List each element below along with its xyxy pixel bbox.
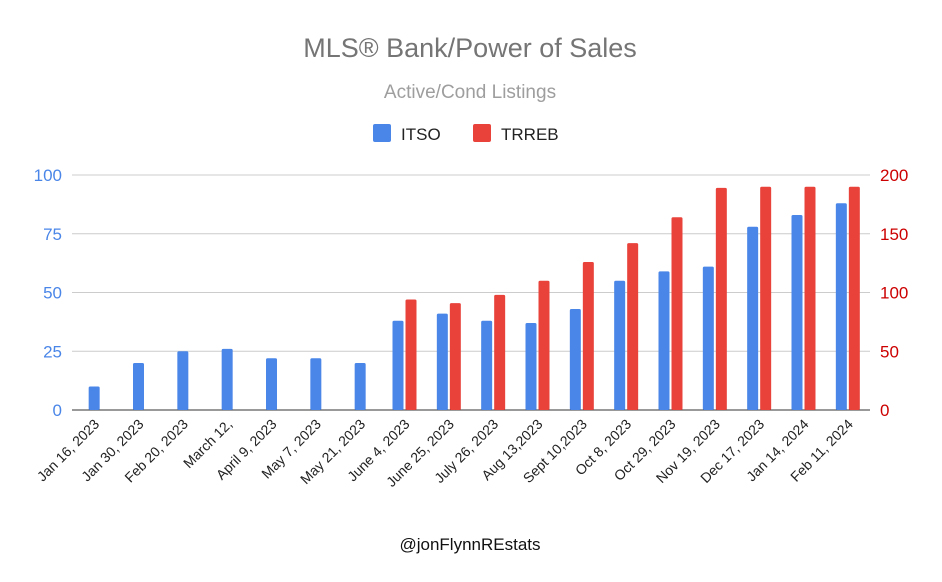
bar-itso: [658, 271, 670, 410]
left-axis-ticks: 0 25 50 75 100: [34, 166, 62, 420]
bar-trreb: [405, 299, 417, 410]
bar-itso: [177, 351, 189, 410]
chart-subtitle: Active/Cond Listings: [384, 82, 556, 103]
legend-label-trreb: TRREB: [501, 125, 559, 144]
legend-label-itso: ITSO: [401, 125, 441, 144]
bar-trreb: [671, 217, 683, 410]
bar-trreb: [848, 186, 860, 410]
bar-itso: [88, 386, 100, 410]
chart-title: MLS® Bank/Power of Sales: [303, 33, 637, 63]
bar-itso: [221, 348, 233, 410]
credit-text: @jonFlynnREstats: [399, 535, 540, 554]
right-axis-ticks: 0 50 100 150 200: [880, 166, 908, 420]
gridlines: [72, 174, 870, 411]
bar-itso: [702, 266, 714, 410]
bar-itso: [835, 203, 847, 410]
legend: ITSO TRREB: [373, 124, 559, 144]
right-tick-label: 0: [880, 401, 889, 420]
bar-trreb: [627, 243, 639, 410]
bar-itso: [266, 358, 277, 410]
bar-itso: [481, 320, 493, 410]
right-tick-label: 200: [880, 166, 908, 185]
legend-swatch-itso: [373, 124, 391, 142]
bar-itso: [133, 363, 144, 410]
bars: [88, 186, 860, 410]
right-tick-label: 150: [880, 225, 908, 244]
bar-itso: [354, 363, 366, 410]
bar-itso: [310, 358, 322, 410]
bar-itso: [436, 313, 448, 410]
legend-swatch-trreb: [473, 124, 491, 142]
bar-trreb: [449, 303, 461, 410]
left-tick-label: 0: [53, 401, 62, 420]
bar-trreb: [804, 186, 816, 410]
bar-itso: [791, 214, 803, 410]
left-tick-label: 75: [43, 225, 62, 244]
right-tick-label: 50: [880, 342, 899, 361]
bar-itso: [747, 226, 759, 410]
left-tick-label: 25: [43, 342, 62, 361]
bar-itso: [392, 320, 404, 410]
bar-itso: [614, 280, 626, 410]
bar-trreb: [494, 294, 506, 410]
left-tick-label: 100: [34, 166, 62, 185]
bar-itso: [525, 323, 537, 410]
bar-trreb: [538, 280, 550, 410]
right-tick-label: 100: [880, 284, 908, 303]
bar-trreb: [760, 186, 772, 410]
left-tick-label: 50: [43, 284, 62, 303]
bar-trreb: [582, 261, 594, 410]
bar-trreb: [715, 187, 727, 410]
bar-itso: [569, 308, 581, 410]
